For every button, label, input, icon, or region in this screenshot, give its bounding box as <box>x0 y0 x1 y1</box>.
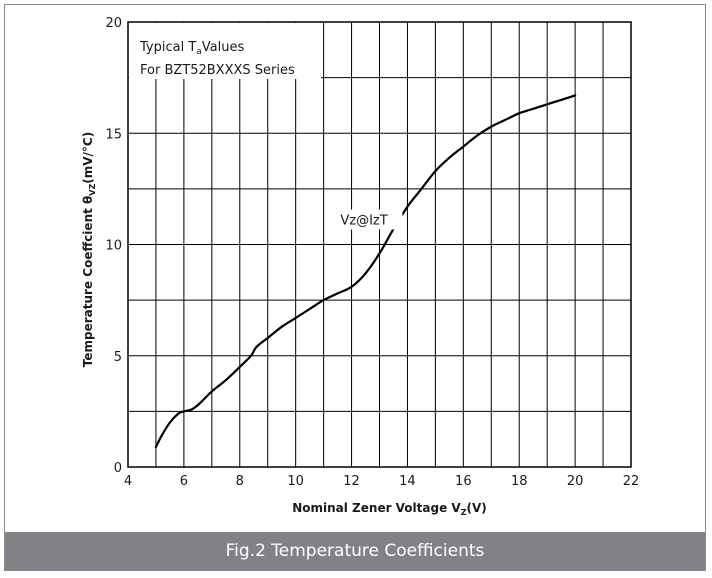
y-tick-label: 20 <box>105 16 122 31</box>
annotation-background <box>336 209 403 230</box>
plot-border <box>127 21 632 468</box>
x-tick-label: 6 <box>180 474 188 489</box>
x-tick-label: 10 <box>287 474 304 489</box>
annotation-label: Vz@IzT <box>340 213 387 228</box>
grid-lines <box>128 22 631 467</box>
x-tick-label: 18 <box>511 474 528 489</box>
series-line <box>154 94 577 449</box>
x-tick-label: 20 <box>567 474 584 489</box>
figure-frame <box>4 4 706 571</box>
y-axis-label: Temperature Coeffcient θVZ(mV/°C) <box>81 132 97 367</box>
legend-box: Typical TaValues For BZT52BXXXS Series <box>129 23 321 79</box>
y-tick-label: 0 <box>114 461 122 476</box>
y-tick-label: 5 <box>114 350 122 365</box>
x-tick-label: 8 <box>236 474 244 489</box>
x-axis-label: Nominal Zener Voltage VZ(V) <box>292 501 487 517</box>
legend-line-2: For BZT52BXXXS Series <box>140 63 295 78</box>
legend-line-1: Typical TaValues <box>139 40 244 57</box>
y-tick-label: 10 <box>105 239 122 254</box>
caption-text: Fig.2 Temperature Coefficients <box>225 541 485 561</box>
x-tick-label: 16 <box>455 474 472 489</box>
x-tick-label: 14 <box>399 474 416 489</box>
x-tick-label: 22 <box>623 474 640 489</box>
y-tick-label: 15 <box>105 127 122 142</box>
x-tick-label: 4 <box>124 474 132 489</box>
y-tick-labels: 0 5 10 15 20 <box>105 16 122 476</box>
figure-caption: Fig.2 Temperature Coefficients <box>5 532 705 570</box>
legend-background <box>129 23 321 79</box>
x-tick-label: 12 <box>343 474 360 489</box>
x-tick-labels: 4 6 8 10 12 14 16 18 20 22 <box>124 474 639 489</box>
